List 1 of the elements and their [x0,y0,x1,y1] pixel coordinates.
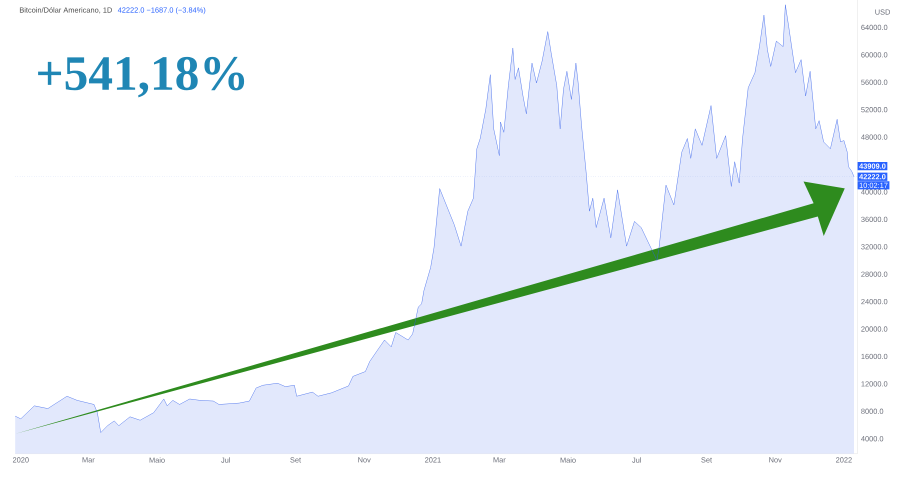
annotation: +541,18% [38,56,244,98]
